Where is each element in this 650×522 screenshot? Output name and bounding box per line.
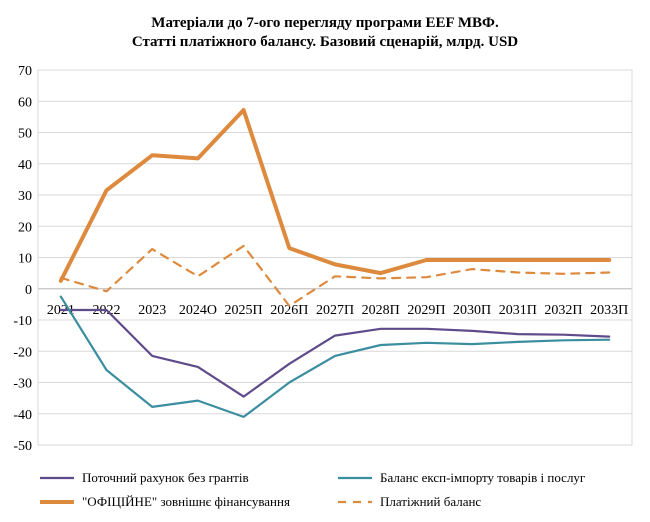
- x-tick-label: 2030П: [453, 303, 491, 318]
- chart-subtitle: Статті платіжного балансу. Базовий сцена…: [132, 34, 518, 50]
- plot-frame: [37, 69, 633, 446]
- y-tick-label: -40: [13, 408, 32, 423]
- legend-label: "ОФІЦІЙНЕ" зовнішнє фінансування: [82, 494, 290, 509]
- y-tick-label: -50: [13, 439, 32, 454]
- y-tick-label: 0: [25, 283, 32, 298]
- y-axis: 70 60 50 40 30 20 10 0 -10 -20 -30 -40 -50: [13, 64, 32, 454]
- y-tick-label: 20: [18, 220, 32, 235]
- x-tick-label: 2024О: [179, 303, 217, 318]
- x-tick-label: 2026П: [270, 303, 308, 318]
- series-line-3: [58, 108, 612, 283]
- series-line-2: [59, 295, 611, 418]
- y-tick-label: 70: [18, 64, 32, 79]
- legend-label: Поточний рахунок без грантів: [82, 470, 249, 485]
- chart-title: Матеріали до 7-ого перегляду програми EE…: [151, 15, 499, 31]
- grid: [37, 69, 633, 446]
- x-tick-label: 2033П: [590, 303, 628, 318]
- y-tick-label: 60: [18, 95, 32, 110]
- series-line-1: [59, 308, 611, 398]
- legend-label: Платіжний баланс: [380, 494, 481, 509]
- x-tick-label: 2032П: [544, 303, 582, 318]
- legend: Поточний рахунок без грантів Баланс експ-…: [40, 470, 585, 509]
- y-tick-label: 40: [18, 158, 32, 173]
- y-tick-label: -20: [13, 345, 32, 360]
- x-tick-label: 2029П: [407, 303, 445, 318]
- y-tick-label: 50: [18, 127, 32, 142]
- legend-label: Баланс експ-імпорту товарів і послуг: [380, 470, 585, 485]
- x-tick-label: 2025П: [225, 303, 263, 318]
- series-line-4: [59, 244, 611, 307]
- x-tick-label: 2023: [138, 303, 166, 318]
- y-tick-label: -30: [13, 377, 32, 392]
- y-tick-label: 10: [18, 252, 32, 267]
- y-tick-label: 30: [18, 189, 32, 204]
- x-tick-label: 2027П: [316, 303, 354, 318]
- x-tick-label: 2031П: [499, 303, 537, 318]
- x-axis: 2021 2022 2023 2024О 2025П 2026П 2027П 2028П 202…: [47, 303, 628, 318]
- x-tick-label: 2028П: [362, 303, 400, 318]
- y-tick-label: -10: [13, 314, 32, 329]
- plot-area: [58, 108, 612, 418]
